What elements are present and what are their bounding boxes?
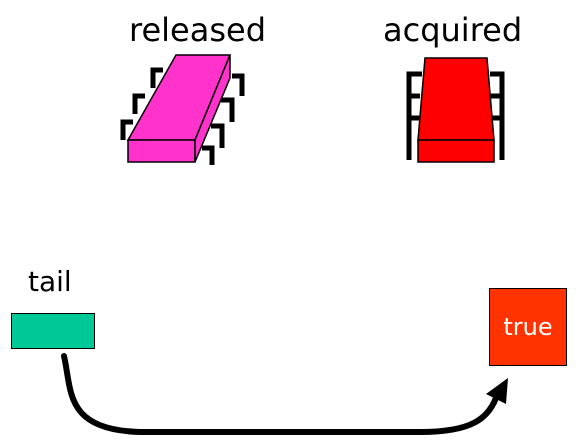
released-chip-back-legs [120, 67, 163, 140]
acquired-chip-front [417, 139, 495, 163]
acquired-chip-left-legs [406, 71, 422, 160]
released-lock-chip-icon [120, 54, 245, 165]
queue-node-true: true [489, 288, 567, 366]
acquired-chip-top [417, 57, 495, 141]
acquired-lock-chip-icon [406, 57, 505, 163]
released-chip-front [127, 139, 196, 163]
released-chip-side [194, 54, 231, 163]
queue-node-value: true [503, 313, 553, 341]
acquired-label: acquired [383, 11, 523, 49]
tail-label: tail [28, 265, 72, 298]
released-label: released [129, 11, 266, 49]
arrow-head-icon [486, 378, 508, 404]
tail-to-node-arrow [61, 353, 501, 435]
released-chip-front-legs [202, 73, 245, 165]
acquired-chip-right-legs [490, 71, 505, 160]
tail-pointer-box [11, 313, 95, 349]
